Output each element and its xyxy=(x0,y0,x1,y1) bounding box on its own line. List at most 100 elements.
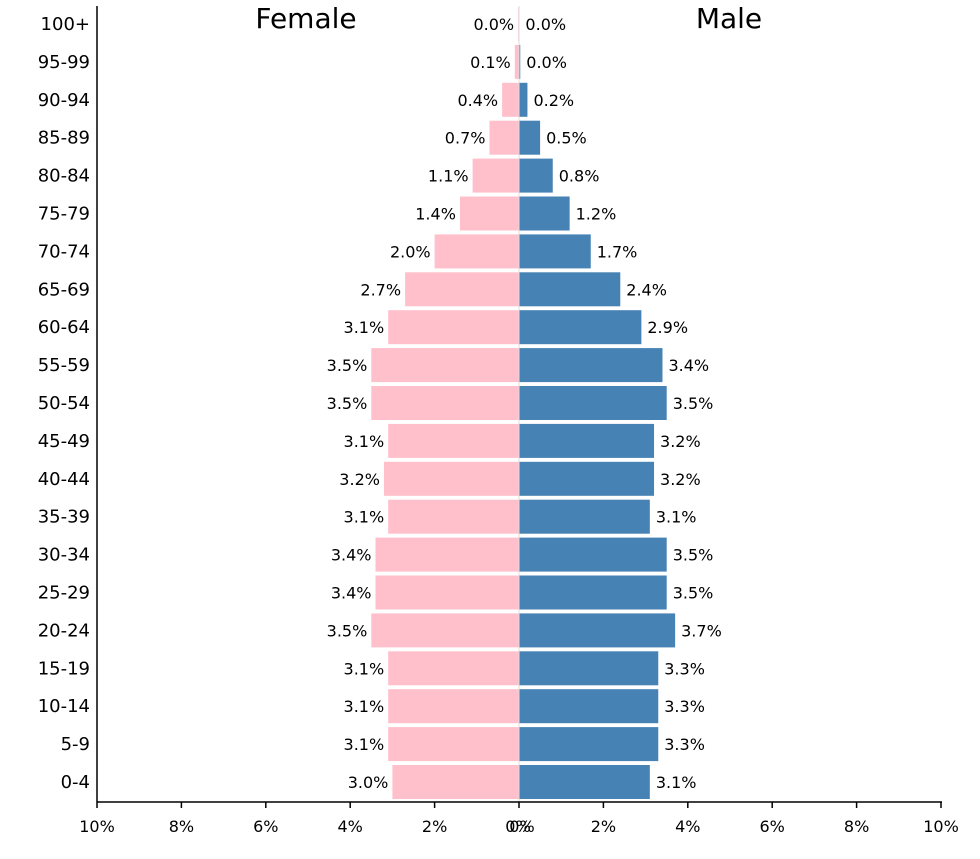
age-group-label: 65-69 xyxy=(38,279,90,300)
age-group-label: 50-54 xyxy=(38,393,90,414)
male-bar xyxy=(519,196,570,231)
female-value-label: 0.4% xyxy=(457,91,498,110)
female-value-label: 3.1% xyxy=(344,432,385,451)
male-value-label: 3.5% xyxy=(673,546,714,565)
male-value-label: 1.7% xyxy=(597,242,638,261)
male-bar xyxy=(519,310,642,345)
male-value-label: 0.0% xyxy=(526,53,567,72)
male-value-label: 2.9% xyxy=(647,318,688,337)
female-bar xyxy=(375,537,519,572)
male-value-label: 3.1% xyxy=(656,773,697,792)
female-title: Female xyxy=(255,2,356,35)
female-bar xyxy=(514,44,519,79)
female-value-label: 3.2% xyxy=(339,470,380,489)
age-group-label: 30-34 xyxy=(38,545,90,566)
age-group-label: 75-79 xyxy=(38,204,90,225)
male-bar xyxy=(519,44,521,79)
male-bar xyxy=(519,499,650,534)
male-bar xyxy=(519,158,553,193)
male-value-label: 3.5% xyxy=(673,394,714,413)
age-group-label: 35-39 xyxy=(38,507,90,528)
female-bar xyxy=(375,575,519,610)
male-value-label: 0.2% xyxy=(533,91,574,110)
male-value-label: 0.8% xyxy=(559,167,600,186)
female-bar xyxy=(388,651,519,686)
female-value-label: 3.5% xyxy=(327,621,368,640)
x-tick-label: 6% xyxy=(253,817,278,836)
male-value-label: 3.4% xyxy=(668,356,709,375)
female-value-label: 3.1% xyxy=(344,697,385,716)
male-bar xyxy=(519,689,659,724)
female-value-label: 3.5% xyxy=(327,394,368,413)
age-group-label: 85-89 xyxy=(38,128,90,149)
female-value-label: 0.7% xyxy=(445,129,486,148)
female-value-label: 1.4% xyxy=(415,205,456,224)
male-bar xyxy=(519,651,659,686)
female-bar xyxy=(388,727,519,762)
age-group-label: 70-74 xyxy=(38,241,90,262)
x-tick-label: 0% xyxy=(505,817,530,836)
x-tick-label: 4% xyxy=(338,817,363,836)
age-group-label: 55-59 xyxy=(38,355,90,376)
female-value-label: 3.1% xyxy=(344,735,385,754)
female-value-label: 2.7% xyxy=(360,280,401,299)
female-value-label: 3.1% xyxy=(344,318,385,337)
female-bar xyxy=(371,348,519,383)
female-bar xyxy=(489,120,519,155)
female-bar xyxy=(472,158,519,193)
female-bar xyxy=(371,386,519,420)
x-tick-label: 2% xyxy=(422,817,447,836)
male-bar xyxy=(519,575,667,610)
male-bar xyxy=(519,727,659,762)
female-value-label: 3.1% xyxy=(344,508,385,527)
age-group-label: 90-94 xyxy=(38,90,90,111)
male-bar xyxy=(519,537,667,572)
female-value-label: 1.1% xyxy=(428,167,469,186)
x-tick-label: 8% xyxy=(169,817,194,836)
male-bar xyxy=(519,423,655,458)
x-tick-label: 4% xyxy=(675,817,700,836)
age-group-label: 25-29 xyxy=(38,583,90,604)
male-bar xyxy=(519,461,655,496)
female-bar xyxy=(388,423,519,458)
age-group-label: 80-84 xyxy=(38,166,90,187)
female-bar xyxy=(459,196,519,231)
age-group-label: 60-64 xyxy=(38,317,90,338)
age-group-label: 5-9 xyxy=(61,734,90,755)
male-value-label: 3.7% xyxy=(681,621,722,640)
female-bar xyxy=(371,613,519,648)
female-value-label: 3.4% xyxy=(331,584,372,603)
male-bar xyxy=(519,386,667,420)
age-group-label: 100+ xyxy=(41,14,90,35)
age-group-label: 0-4 xyxy=(61,772,90,793)
male-bar xyxy=(519,82,528,117)
male-value-label: 2.4% xyxy=(626,280,667,299)
male-bar xyxy=(519,765,650,799)
x-tick-label: 0% xyxy=(509,817,534,836)
age-group-label: 95-99 xyxy=(38,52,90,73)
female-bar xyxy=(383,461,519,496)
male-value-label: 3.3% xyxy=(664,735,705,754)
male-value-label: 1.2% xyxy=(576,205,617,224)
female-value-label: 3.0% xyxy=(348,773,389,792)
male-value-label: 0.0% xyxy=(525,15,566,34)
female-bar xyxy=(392,765,519,799)
x-tick-label: 6% xyxy=(760,817,785,836)
male-value-label: 3.2% xyxy=(660,470,701,489)
age-group-label: 45-49 xyxy=(38,431,90,452)
male-bar xyxy=(519,272,621,307)
male-value-label: 3.2% xyxy=(660,432,701,451)
x-tick-label: 10% xyxy=(923,817,959,836)
male-bar xyxy=(519,120,541,155)
male-value-label: 3.3% xyxy=(664,659,705,678)
male-title: Male xyxy=(696,2,762,35)
age-group-label: 40-44 xyxy=(38,469,90,490)
age-group-label: 10-14 xyxy=(38,696,90,717)
female-value-label: 3.4% xyxy=(331,546,372,565)
female-bar xyxy=(434,234,519,269)
female-bar xyxy=(388,499,519,534)
age-group-label: 15-19 xyxy=(38,658,90,679)
male-value-label: 3.3% xyxy=(664,697,705,716)
male-value-label: 3.5% xyxy=(673,584,714,603)
